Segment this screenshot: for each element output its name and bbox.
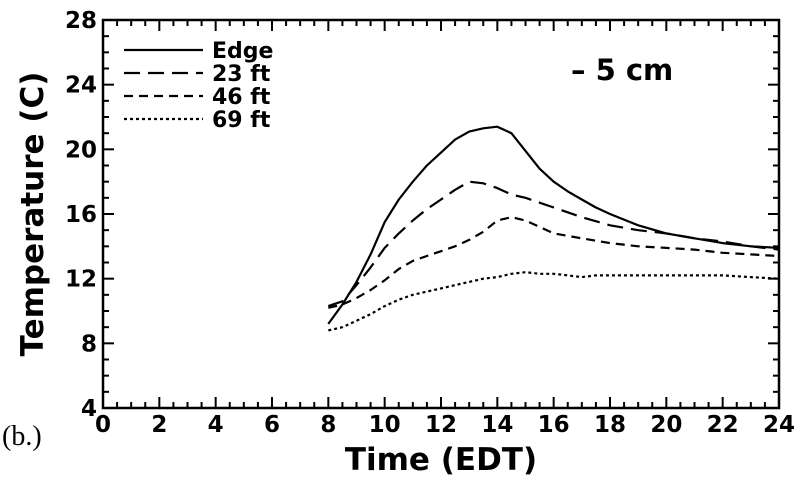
y-tick-label: 20 bbox=[65, 137, 97, 163]
panel-label: (b.) bbox=[2, 421, 42, 452]
y-axis-title: Temperature (C) bbox=[15, 72, 51, 357]
x-tick-label: 4 bbox=[208, 412, 224, 438]
series-line-69-ft bbox=[328, 271, 780, 332]
x-axis-ticks: 0 2 4 6 8 10 12 14 16 18 20 22 24 bbox=[95, 20, 795, 438]
legend-label: 69 ft bbox=[212, 108, 271, 133]
x-tick-label: 2 bbox=[151, 412, 167, 438]
series-line-46-ft bbox=[328, 216, 780, 309]
y-axis-ticks: 4 8 12 16 20 24 28 bbox=[65, 8, 779, 422]
legend-label: 23 ft bbox=[212, 62, 271, 87]
x-tick-label: 8 bbox=[320, 412, 336, 438]
x-tick-label: 10 bbox=[369, 412, 401, 438]
x-tick-label: 6 bbox=[264, 412, 280, 438]
x-tick-label: 12 bbox=[425, 412, 457, 438]
y-tick-label: 4 bbox=[81, 396, 97, 422]
x-tick-label: 18 bbox=[594, 412, 626, 438]
x-tick-label: 14 bbox=[481, 412, 513, 438]
y-tick-label: 8 bbox=[81, 331, 97, 357]
x-tick-label: 20 bbox=[650, 412, 682, 438]
plot-frame bbox=[101, 18, 781, 410]
series-line-edge bbox=[327, 125, 780, 325]
y-tick-label: 24 bbox=[65, 73, 97, 99]
y-tick-label: 12 bbox=[65, 267, 97, 293]
series-line-23-ft bbox=[327, 180, 780, 308]
x-tick-label: 22 bbox=[707, 412, 739, 438]
x-tick-label: 16 bbox=[538, 412, 570, 438]
series-lines bbox=[327, 125, 780, 332]
plot-area bbox=[101, 18, 781, 410]
depth-annotation: – 5 cm bbox=[571, 53, 673, 87]
y-tick-label: 28 bbox=[65, 8, 97, 34]
x-axis-title: Time (EDT) bbox=[345, 442, 537, 478]
legend-label: Edge bbox=[212, 39, 273, 64]
y-tick-label: 16 bbox=[65, 202, 97, 228]
x-tick-label: 0 bbox=[95, 412, 111, 438]
x-tick-label: 24 bbox=[763, 412, 795, 438]
legend-label: 46 ft bbox=[212, 85, 271, 110]
